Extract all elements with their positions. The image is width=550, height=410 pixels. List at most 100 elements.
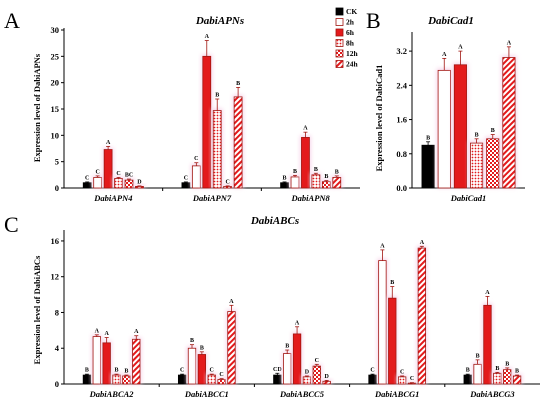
panel-c-category-label-dabiabcg3: DabiABCG3 — [469, 389, 515, 399]
panel-b-bar-dabicad1-8h — [470, 142, 484, 189]
panel-b-bar-dabicad1-ck-sig-label: B — [426, 135, 430, 141]
panel-a-bar-dabiapn7-ck-sig-label: C — [184, 175, 188, 181]
panel-c-bar-dabiabcc1-ck-sig-label: C — [180, 368, 184, 374]
panel-c-bar-dabiabcg3-ck-sig-label: B — [466, 368, 470, 374]
panel-c-bar-dabiabcg1-12h — [407, 382, 417, 385]
panel-c-category-label-dabiabcc1: DabiABCC1 — [184, 389, 229, 399]
panel-a-ytick-label: 20 — [51, 78, 60, 88]
panel-c-bar-dabiabcg3-12h-sig-label: B — [505, 361, 509, 367]
panel-a-ytick-label: 0 — [55, 183, 59, 193]
panel-c-bar-dabiabcg1-ck — [368, 374, 377, 385]
panel-letter-c: C — [4, 212, 19, 237]
panel-a-bar-dabiapn4-6h — [103, 149, 113, 189]
panel-a-bar-dabiapn8-12h — [321, 181, 331, 189]
panel-c-title: DabiABCs — [250, 215, 299, 227]
panel-a-bar-dabiapn8-24h — [332, 177, 342, 189]
panel-a-bar-dabiapn4-24h-sig-label: D — [137, 179, 142, 185]
panel-c-ytick-label: 12 — [51, 272, 60, 282]
legend-swatch-8h — [335, 39, 344, 47]
panel-b-title: DabiCad1 — [427, 15, 474, 27]
panel-a-bar-dabiapn8-6h — [301, 137, 310, 189]
panel-c-category-label-dabiabca2: DabiABCA2 — [89, 389, 135, 399]
legend-label-24h: 24h — [346, 60, 359, 69]
panel-a-ytick-label: 25 — [51, 51, 60, 61]
panel-c-bar-dabiabcg3-6h-sig-label: A — [485, 290, 490, 296]
panel-a-bar-dabiapn7-24h — [233, 96, 243, 189]
panel-c-bar-dabiabcc5-24h — [322, 380, 331, 385]
panel-a-bar-dabiapn4-12h-sig-label: BC — [125, 173, 133, 179]
panel-c-bar-dabiabcc5-8h-sig-label: D — [305, 369, 310, 375]
panel-c-bar-dabiabca2-24h-sig-label: A — [134, 329, 139, 335]
panel-b-ytick-label: 0.8 — [396, 149, 407, 159]
panel-b-ytick-label: 3.2 — [396, 46, 407, 56]
panel-b-marks: 0.0 0.8 1.6 2.4 3.2 DabiCad1 B A A B B A — [396, 32, 525, 203]
panel-c-bar-dabiabcg1-2h — [378, 260, 387, 385]
panel-c-bar-dabiabcg3-ck — [463, 374, 472, 385]
panel-c-bar-dabiabcc1-8h — [207, 374, 216, 385]
panel-a-ytick-label: 10 — [51, 130, 60, 140]
panel-a-category-label-dabiapn4: DabiAPN4 — [93, 193, 132, 203]
panel-b-bar-dabicad1-6h — [453, 64, 467, 189]
panel-c-bar-dabiabca2-2h — [92, 336, 101, 385]
panel-b-bar-dabicad1-24h-sig-label: A — [507, 40, 512, 46]
panel-c-bar-dabiabcc1-12h — [217, 379, 226, 385]
panel-c-bar-dabiabcc5-ck — [273, 374, 282, 385]
panel-c-bar-dabiabcc1-24h-sig-label: A — [229, 299, 234, 305]
panel-c-bar-dabiabcc1-6h-sig-label: B — [200, 345, 204, 351]
panel-a-ytick-label: 30 — [51, 25, 60, 35]
panel-a-bar-dabiapn7-12h — [223, 186, 233, 189]
legend-label-8h: 8h — [346, 39, 355, 48]
panel-b-bar-dabicad1-24h — [502, 57, 516, 189]
panel-a-bar-dabiapn4-ck-sig-label: C — [85, 175, 89, 181]
panel-c-bar-dabiabcc5-12h — [312, 365, 321, 385]
panel-c-bar-dabiabcc1-24h — [227, 311, 236, 385]
panel-a-bar-dabiapn4-6h-sig-label: A — [106, 140, 111, 146]
panel-c-bar-dabiabcc1-ck — [177, 374, 187, 385]
panel-a-bar-dabiapn4-ck — [82, 182, 92, 189]
panel-b-bar-dabicad1-12h — [486, 138, 500, 189]
panel-a-bar-dabiapn7-12h-sig-label: C — [225, 179, 229, 185]
panel-c-ytick-label: 16 — [51, 236, 60, 246]
legend-swatch-12h — [335, 49, 344, 58]
panel-a-ytick-label: 5 — [55, 157, 59, 167]
panel-c-bar-dabiabcg1-6h-sig-label: B — [390, 280, 394, 286]
panel-c-bar-dabiabcg1-8h — [397, 376, 407, 385]
panel-a-bar-dabiapn8-2h — [290, 176, 300, 189]
panel-b-ylabel: Expression level of DabiCad1 — [374, 65, 384, 172]
panel-a-bar-dabiapn7-8h-sig-label: B — [215, 92, 219, 98]
panel-c-bar-dabiabcc5-24h-sig-label: D — [324, 374, 329, 380]
panel-c-bar-dabiabcg1-ck-sig-label: C — [370, 368, 374, 374]
panel-a-bar-dabiapn8-8h — [311, 174, 321, 189]
panel-c-bar-dabiabcg1-24h-sig-label: A — [420, 240, 425, 246]
panel-c-bar-dabiabcg3-24h — [512, 375, 522, 385]
legend-swatch-ck — [335, 7, 344, 16]
panel-c-bar-dabiabcg3-24h-sig-label: B — [515, 369, 519, 375]
legend-label-6h: 6h — [346, 28, 355, 37]
panel-a-bar-dabiapn8-24h-sig-label: B — [335, 169, 339, 175]
panel-a-bar-dabiapn7-ck — [181, 182, 191, 189]
panel-c-bar-dabiabca2-2h-sig-label: A — [95, 328, 100, 334]
panel-c-bar-dabiabcc5-8h — [302, 376, 312, 385]
panel-a-bar-dabiapn7-6h-sig-label: A — [205, 34, 210, 40]
panel-c-bar-dabiabcg1-6h — [388, 297, 397, 385]
panel-b-bar-dabicad1-8h-sig-label: B — [475, 132, 479, 138]
panel-b-bar-dabicad1-6h-sig-label: A — [458, 45, 463, 51]
panel-c-bar-dabiabcg1-2h-sig-label: A — [380, 243, 385, 249]
panel-c-bar-dabiabca2-ck-sig-label: B — [85, 368, 89, 374]
panel-c-bar-dabiabca2-6h-sig-label: A — [104, 331, 109, 337]
panel-a-bar-dabiapn4-8h — [114, 178, 123, 189]
panel-c-chart: DabiABCs Expression level of DabiABCs 0 4… — [32, 215, 540, 399]
panel-a-chart: DabiAPNs Expression level of DabiAPNs 0 5… — [32, 7, 360, 203]
panel-a-bar-dabiapn8-8h-sig-label: B — [314, 167, 318, 173]
panel-c-bar-dabiabcg3-8h-sig-label: B — [495, 366, 499, 372]
panel-b-bar-dabicad1-2h-sig-label: A — [442, 52, 447, 58]
panel-c-bar-dabiabcc5-2h — [283, 353, 292, 385]
panel-c-bar-dabiabcg3-2h-sig-label: B — [476, 353, 480, 359]
panel-a-bar-dabiapn7-2h — [191, 165, 201, 189]
panel-c-bar-dabiabcc1-2h — [187, 347, 197, 385]
panel-c-bar-dabiabcc1-8h-sig-label: C — [210, 368, 214, 374]
panel-c-bar-dabiabcg3-6h — [483, 304, 492, 385]
